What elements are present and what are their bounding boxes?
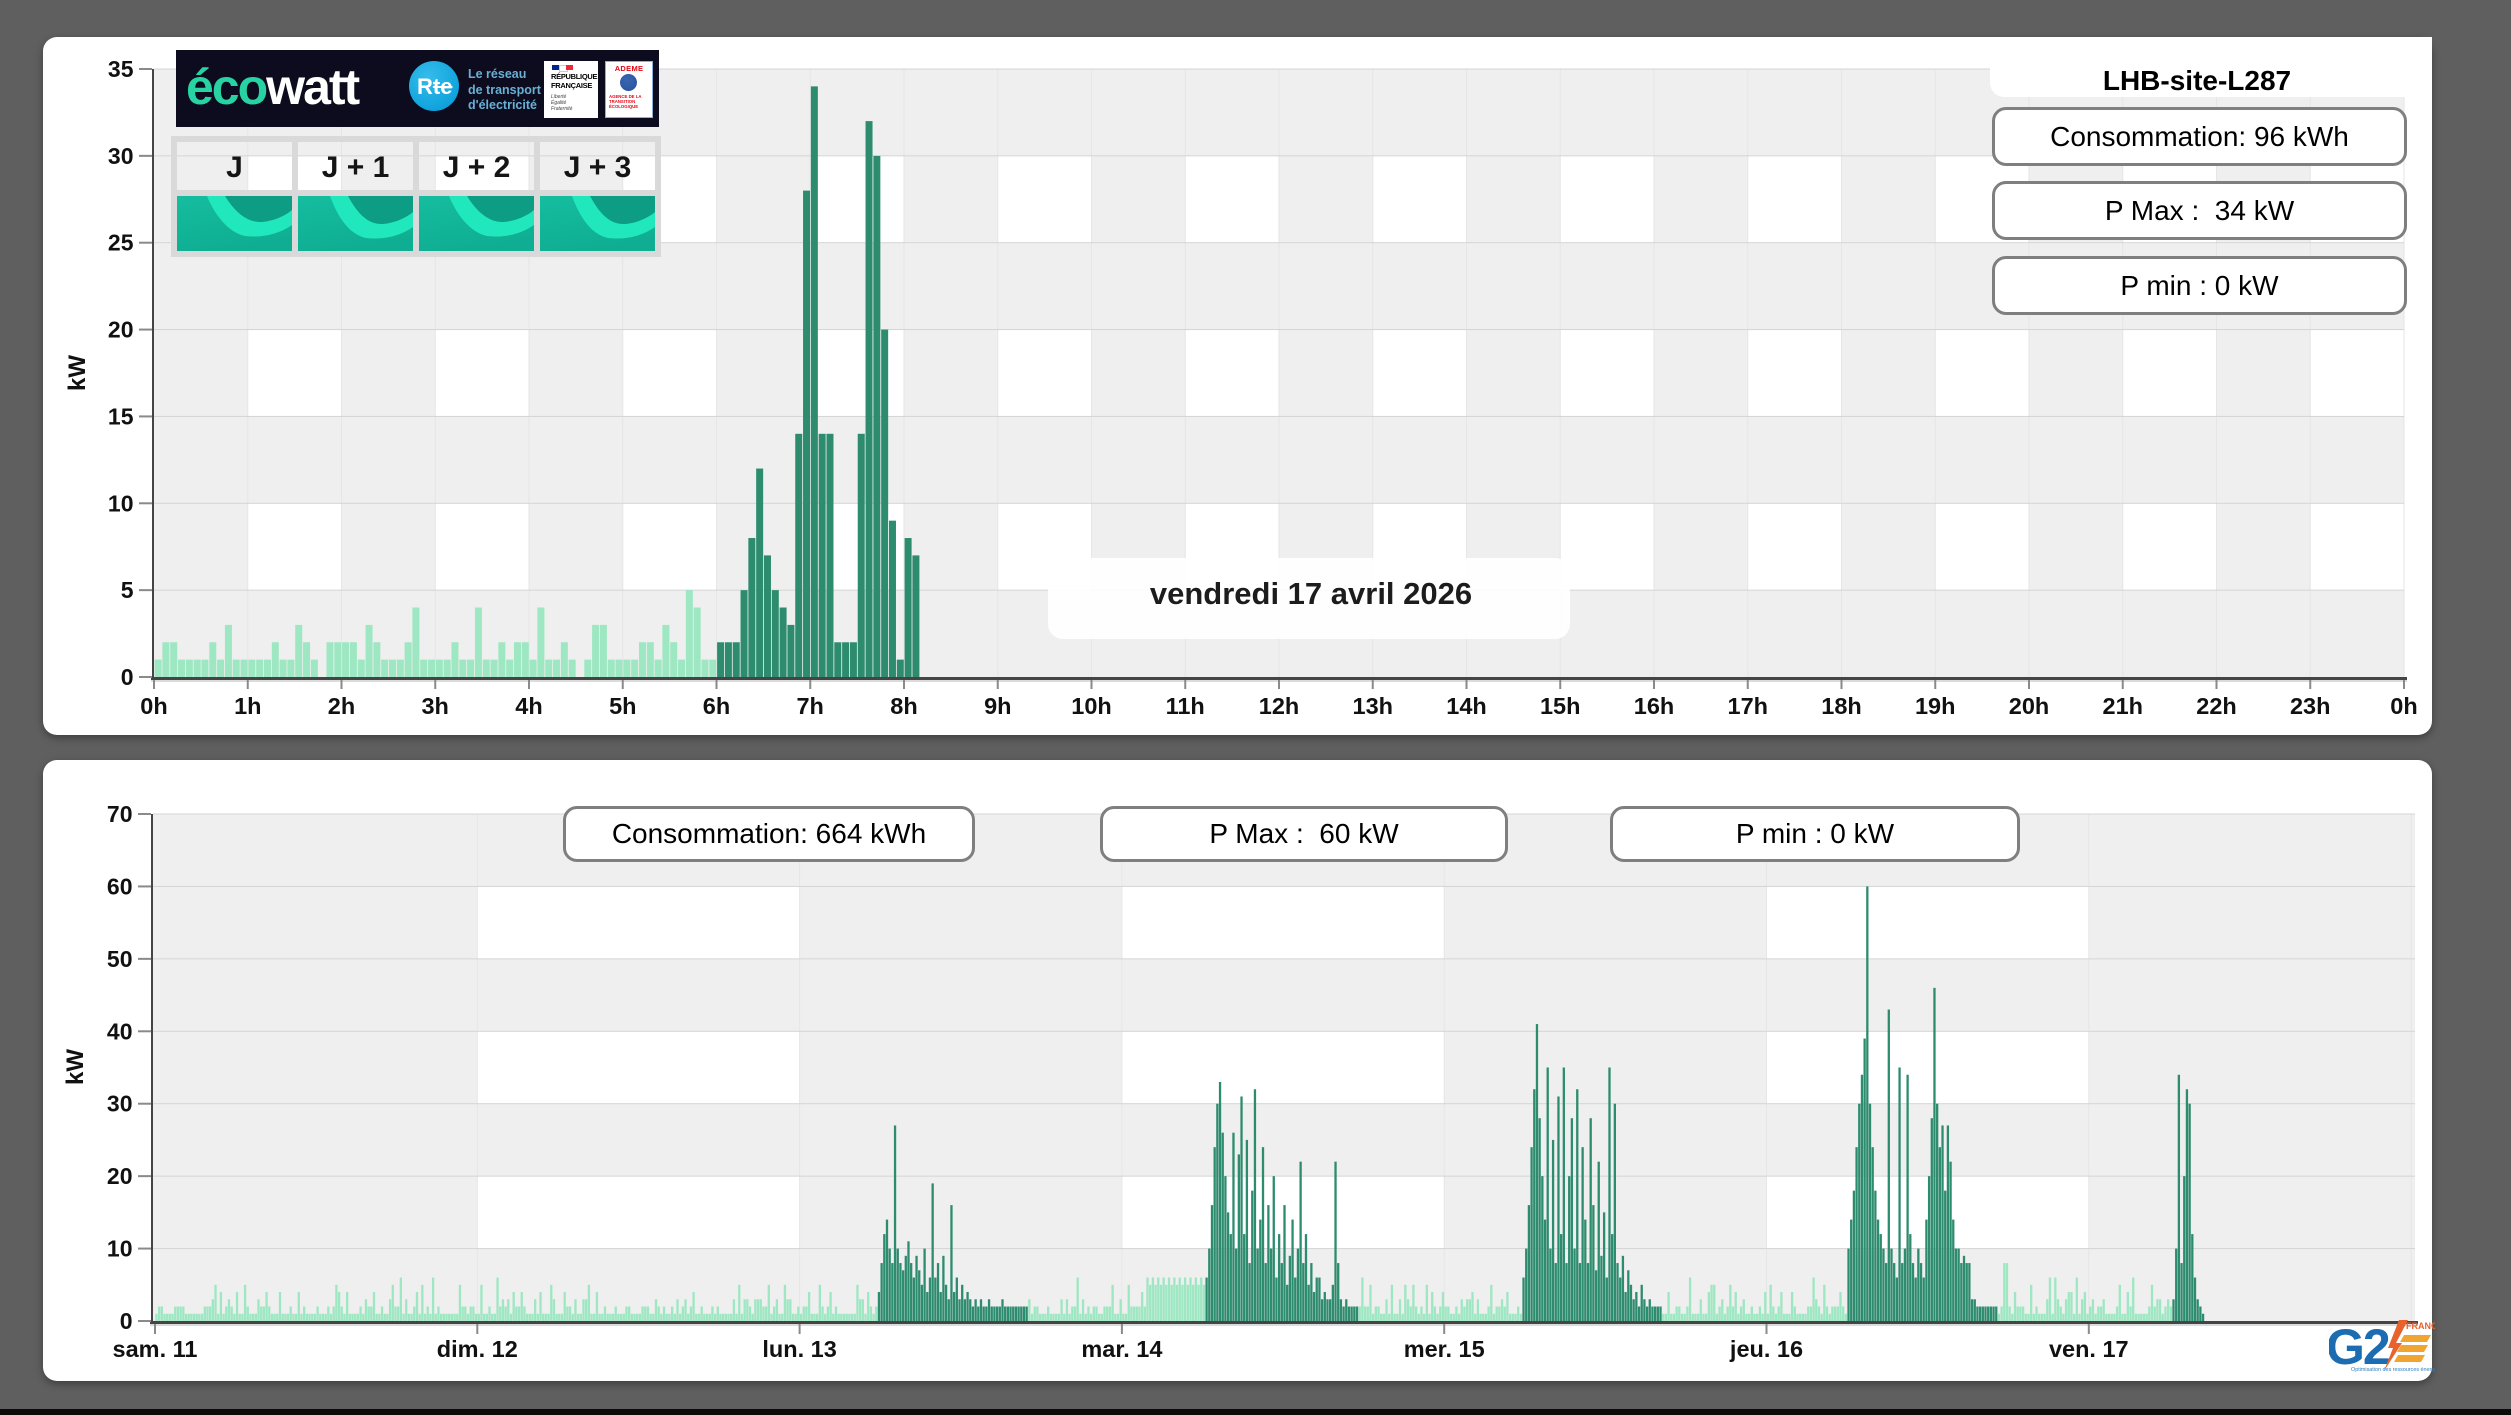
svg-text:0: 0 bbox=[121, 664, 134, 690]
svg-text:25: 25 bbox=[108, 230, 134, 256]
svg-text:5: 5 bbox=[121, 577, 134, 603]
svg-text:ven. 17: ven. 17 bbox=[2049, 1336, 2129, 1362]
svg-text:0h: 0h bbox=[140, 693, 167, 719]
svg-text:19h: 19h bbox=[1915, 693, 1956, 719]
svg-text:0: 0 bbox=[120, 1308, 133, 1334]
svg-text:50: 50 bbox=[107, 946, 133, 972]
svg-text:3h: 3h bbox=[421, 693, 448, 719]
svg-text:mar. 14: mar. 14 bbox=[1081, 1336, 1162, 1362]
svg-text:kW: kW bbox=[64, 355, 91, 391]
svg-text:10h: 10h bbox=[1071, 693, 1112, 719]
svg-text:18h: 18h bbox=[1821, 693, 1862, 719]
svg-text:35: 35 bbox=[108, 56, 134, 82]
svg-text:1h: 1h bbox=[234, 693, 261, 719]
svg-text:23h: 23h bbox=[2290, 693, 2331, 719]
svg-text:16h: 16h bbox=[1634, 693, 1675, 719]
svg-text:mer. 15: mer. 15 bbox=[1404, 1336, 1485, 1362]
svg-text:11h: 11h bbox=[1166, 693, 1205, 719]
svg-text:4h: 4h bbox=[515, 693, 542, 719]
svg-text:20h: 20h bbox=[2009, 693, 2050, 719]
svg-text:14h: 14h bbox=[1446, 693, 1487, 719]
svg-text:J: J bbox=[226, 151, 243, 184]
svg-text:G2: G2 bbox=[2329, 1320, 2389, 1374]
svg-text:J + 2: J + 2 bbox=[443, 151, 511, 184]
svg-text:21h: 21h bbox=[2103, 693, 2144, 719]
svg-text:J + 3: J + 3 bbox=[564, 151, 632, 184]
svg-text:lun. 13: lun. 13 bbox=[762, 1336, 836, 1362]
svg-text:30: 30 bbox=[108, 143, 134, 169]
svg-text:12h: 12h bbox=[1259, 693, 1300, 719]
svg-text:vendredi 17 avril 2026: vendredi 17 avril 2026 bbox=[1150, 576, 1472, 611]
svg-text:5h: 5h bbox=[609, 693, 636, 719]
svg-text:20: 20 bbox=[107, 1163, 133, 1189]
svg-text:sam. 11: sam. 11 bbox=[113, 1336, 198, 1362]
svg-text:40: 40 bbox=[107, 1018, 133, 1044]
svg-text:70: 70 bbox=[107, 801, 133, 827]
svg-text:kW: kW bbox=[62, 1049, 89, 1085]
svg-text:2h: 2h bbox=[328, 693, 355, 719]
svg-text:6h: 6h bbox=[703, 693, 730, 719]
svg-text:60: 60 bbox=[107, 873, 133, 899]
svg-text:J + 1: J + 1 bbox=[322, 151, 390, 184]
svg-text:10: 10 bbox=[107, 1236, 133, 1262]
svg-text:9h: 9h bbox=[984, 693, 1011, 719]
svg-text:30: 30 bbox=[107, 1091, 133, 1117]
svg-text:20: 20 bbox=[108, 317, 134, 343]
svg-text:15h: 15h bbox=[1540, 693, 1581, 719]
svg-text:22h: 22h bbox=[2196, 693, 2237, 719]
svg-text:8h: 8h bbox=[890, 693, 917, 719]
svg-text:0h: 0h bbox=[2390, 693, 2417, 719]
svg-text:jeu. 16: jeu. 16 bbox=[1729, 1336, 1803, 1362]
svg-text:10: 10 bbox=[108, 490, 134, 516]
svg-text:7h: 7h bbox=[796, 693, 823, 719]
svg-text:17h: 17h bbox=[1728, 693, 1769, 719]
svg-text:13h: 13h bbox=[1353, 693, 1394, 719]
svg-text:FRANCE: FRANCE bbox=[2406, 1321, 2435, 1331]
svg-text:dim. 12: dim. 12 bbox=[437, 1336, 518, 1362]
svg-text:15: 15 bbox=[108, 403, 134, 429]
svg-text:Optimisation des ressources én: Optimisation des ressources énergétiques bbox=[2351, 1367, 2435, 1373]
